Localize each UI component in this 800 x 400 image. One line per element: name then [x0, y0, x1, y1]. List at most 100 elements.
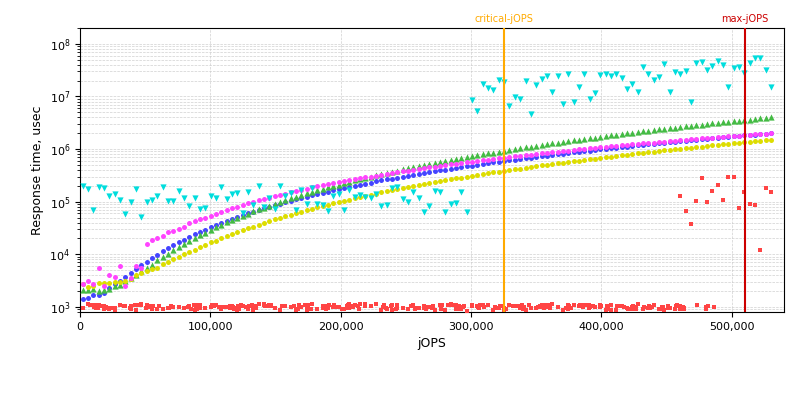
- Point: [247, 208, 260, 215]
- Point: [743, 116, 756, 123]
- Point: [311, 201, 324, 208]
- Point: [85, 302, 98, 308]
- Point: [188, 195, 201, 201]
- Point: [418, 305, 430, 312]
- Point: [258, 220, 270, 226]
- Point: [525, 154, 538, 161]
- Point: [146, 306, 158, 312]
- Point: [268, 202, 281, 208]
- Point: [348, 302, 361, 308]
- Point: [621, 152, 634, 158]
- Point: [291, 305, 304, 312]
- Point: [252, 301, 265, 307]
- Point: [380, 202, 393, 208]
- Point: [386, 175, 398, 182]
- Point: [618, 304, 630, 310]
- Point: [119, 278, 132, 284]
- Point: [455, 155, 468, 161]
- Point: [759, 130, 772, 137]
- Point: [706, 63, 718, 70]
- Point: [646, 304, 658, 310]
- Point: [338, 306, 350, 312]
- Point: [167, 256, 180, 262]
- Point: [611, 303, 624, 310]
- Point: [578, 71, 590, 77]
- Point: [338, 180, 350, 186]
- Point: [311, 204, 324, 211]
- Point: [258, 204, 270, 211]
- Point: [482, 160, 494, 166]
- Point: [418, 181, 430, 187]
- Point: [268, 206, 281, 212]
- Point: [722, 174, 734, 180]
- Point: [699, 304, 712, 310]
- Point: [402, 165, 414, 172]
- Point: [493, 148, 506, 155]
- Point: [610, 71, 622, 77]
- Point: [471, 108, 484, 114]
- Point: [284, 304, 297, 310]
- Point: [249, 303, 262, 309]
- Point: [247, 224, 260, 230]
- Point: [298, 302, 311, 308]
- Point: [519, 307, 532, 313]
- Point: [466, 97, 478, 104]
- Point: [679, 136, 692, 143]
- Point: [711, 120, 724, 126]
- Point: [87, 292, 100, 298]
- Point: [441, 302, 454, 308]
- Point: [656, 304, 669, 310]
- Point: [754, 138, 766, 144]
- Point: [359, 175, 372, 181]
- Point: [246, 304, 259, 311]
- Point: [242, 303, 255, 310]
- Point: [318, 303, 331, 309]
- Point: [642, 71, 654, 78]
- Point: [466, 303, 479, 309]
- Point: [535, 150, 548, 157]
- Point: [210, 302, 222, 308]
- Point: [717, 196, 730, 203]
- Point: [518, 304, 530, 310]
- Point: [348, 176, 361, 182]
- Point: [364, 173, 377, 180]
- Point: [311, 183, 324, 190]
- Point: [284, 190, 297, 197]
- Point: [191, 302, 204, 308]
- Point: [642, 141, 654, 148]
- Point: [162, 251, 174, 257]
- Point: [535, 302, 548, 308]
- Point: [146, 265, 158, 272]
- Point: [412, 305, 425, 311]
- Point: [530, 154, 542, 160]
- Point: [669, 138, 682, 145]
- Point: [733, 140, 746, 146]
- Point: [172, 244, 185, 250]
- Point: [754, 115, 766, 122]
- Point: [477, 302, 490, 308]
- Point: [210, 238, 222, 244]
- Point: [679, 68, 692, 74]
- Point: [103, 286, 116, 293]
- Point: [76, 281, 89, 287]
- Point: [215, 222, 228, 228]
- Point: [199, 214, 212, 221]
- Point: [306, 184, 318, 191]
- Point: [76, 183, 89, 189]
- Point: [642, 304, 654, 311]
- Point: [653, 126, 666, 133]
- Point: [516, 302, 529, 308]
- Point: [103, 306, 116, 312]
- Point: [701, 135, 714, 141]
- Point: [706, 142, 718, 149]
- Point: [498, 148, 510, 154]
- Point: [759, 137, 772, 144]
- Point: [602, 306, 614, 312]
- Point: [328, 302, 341, 309]
- Point: [419, 303, 432, 310]
- Point: [210, 211, 222, 217]
- Point: [423, 203, 436, 210]
- Point: [599, 154, 612, 160]
- Point: [482, 85, 494, 92]
- Point: [514, 153, 526, 159]
